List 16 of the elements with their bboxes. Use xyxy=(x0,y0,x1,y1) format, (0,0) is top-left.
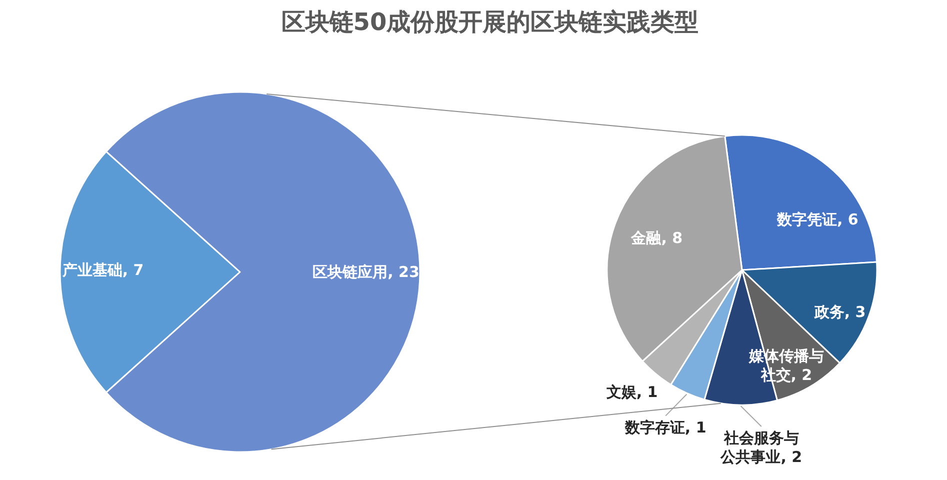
slice-label: 产业基础 xyxy=(61,261,122,279)
slice-label: 数字凭证 xyxy=(776,210,838,229)
slice-label: 区块链应用 xyxy=(312,263,388,281)
slice-label: 文娱 xyxy=(605,383,638,402)
slice-label: 政务 xyxy=(813,302,844,321)
data-label: , 8 xyxy=(661,229,683,248)
data-label: , 1 xyxy=(684,418,706,436)
data-label: , 1 xyxy=(636,383,658,402)
slice-label: 数字存证 xyxy=(624,418,685,436)
data-label: , 7 xyxy=(122,261,144,279)
data-label: , 23 xyxy=(388,263,420,281)
data-label: , 3 xyxy=(844,302,866,321)
data-label: , 6 xyxy=(837,210,858,229)
slice-label: 社会服务与公共事业, 2 xyxy=(720,428,802,466)
slice-label: 金融 xyxy=(630,229,662,248)
text: 区块链50成份股开展的区块链实践类型 xyxy=(281,8,699,36)
